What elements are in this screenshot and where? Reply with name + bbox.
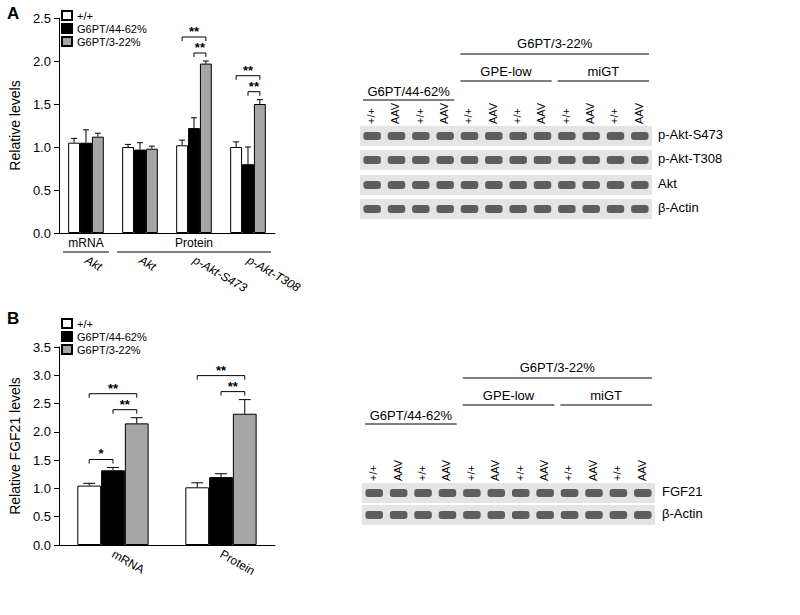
svg-text:GPE-low: GPE-low: [483, 388, 535, 403]
svg-text:AAV: AAV: [487, 102, 499, 124]
svg-text:B: B: [7, 309, 19, 328]
svg-text:+/+: +/+: [608, 108, 620, 124]
svg-text:Protein: Protein: [175, 236, 213, 250]
svg-text:3.0: 3.0: [33, 368, 51, 383]
svg-text:0.5: 0.5: [33, 183, 51, 198]
svg-text:+/+: +/+: [560, 108, 572, 124]
svg-text:G6PT/3-22%: G6PT/3-22%: [517, 36, 593, 51]
svg-text:A: A: [7, 4, 19, 23]
svg-text:FGF21: FGF21: [662, 484, 702, 499]
svg-text:+/+: +/+: [511, 108, 523, 124]
svg-text:Akt: Akt: [658, 176, 677, 191]
svg-text:AAV: AAV: [538, 459, 550, 481]
svg-text:AAV: AAV: [535, 102, 547, 124]
svg-text:+/+: +/+: [562, 465, 574, 481]
svg-text:G6PT/3-22%: G6PT/3-22%: [77, 36, 141, 48]
svg-text:**: **: [189, 24, 200, 39]
svg-text:G6PT/3-22%: G6PT/3-22%: [77, 344, 141, 356]
svg-text:G6PT/44-62%: G6PT/44-62%: [367, 84, 450, 99]
svg-text:β-Actin: β-Actin: [662, 506, 703, 521]
svg-text:+/+: +/+: [367, 465, 379, 481]
svg-text:AAV: AAV: [587, 459, 599, 481]
svg-text:Akt: Akt: [136, 252, 159, 274]
svg-text:Protein: Protein: [217, 547, 257, 578]
svg-text:**: **: [216, 363, 227, 378]
svg-text:AAV: AAV: [636, 459, 648, 481]
svg-text:2.5: 2.5: [33, 11, 51, 26]
svg-text:Relative levels: Relative levels: [7, 80, 23, 170]
svg-text:Relative FGF21 levels: Relative FGF21 levels: [7, 377, 23, 515]
svg-text:**: **: [108, 381, 119, 396]
svg-text:**: **: [249, 79, 260, 94]
svg-text:AAV: AAV: [489, 459, 501, 481]
svg-text:Akt: Akt: [82, 252, 105, 274]
svg-text:β-Actin: β-Actin: [658, 200, 699, 215]
svg-text:GPE-low: GPE-low: [480, 64, 532, 79]
svg-text:**: **: [243, 63, 254, 78]
svg-text:0.0: 0.0: [33, 538, 51, 553]
svg-text:AAV: AAV: [392, 459, 404, 481]
svg-text:AAV: AAV: [633, 102, 645, 124]
svg-text:+/+: +/+: [77, 10, 93, 22]
svg-text:+/+: +/+: [77, 318, 93, 330]
svg-text:+/+: +/+: [365, 108, 377, 124]
svg-text:2.5: 2.5: [33, 396, 51, 411]
svg-text:+/+: +/+: [465, 465, 477, 481]
svg-text:+/+: +/+: [514, 465, 526, 481]
svg-text:1.0: 1.0: [33, 481, 51, 496]
svg-text:0.0: 0.0: [33, 226, 51, 241]
svg-text:1.5: 1.5: [33, 453, 51, 468]
svg-text:mRNA: mRNA: [68, 236, 103, 250]
svg-text:G6PT/3-22%: G6PT/3-22%: [520, 360, 596, 375]
svg-text:1.0: 1.0: [33, 140, 51, 155]
svg-text:+/+: +/+: [611, 465, 623, 481]
svg-text:+/+: +/+: [414, 108, 426, 124]
svg-text:p-Akt-S473: p-Akt-S473: [190, 252, 250, 295]
svg-text:G6PT/44-62%: G6PT/44-62%: [370, 408, 453, 423]
svg-text:1.5: 1.5: [33, 97, 51, 112]
svg-text:**: **: [228, 379, 239, 394]
svg-text:mRNA: mRNA: [109, 547, 147, 577]
svg-text:AAV: AAV: [440, 459, 452, 481]
svg-text:**: **: [120, 397, 131, 412]
svg-text:p-Akt-S473: p-Akt-S473: [658, 127, 723, 142]
svg-text:AAV: AAV: [584, 102, 596, 124]
svg-text:AAV: AAV: [389, 102, 401, 124]
svg-text:G6PT/44-62%: G6PT/44-62%: [77, 331, 147, 343]
svg-text:2.0: 2.0: [33, 424, 51, 439]
svg-text:G6PT/44-62%: G6PT/44-62%: [77, 23, 147, 35]
svg-text:miGT: miGT: [590, 388, 622, 403]
svg-text:miGT: miGT: [587, 64, 619, 79]
svg-text:+/+: +/+: [462, 108, 474, 124]
svg-text:*: *: [99, 446, 105, 461]
svg-text:3.5: 3.5: [33, 340, 51, 355]
svg-text:**: **: [195, 40, 206, 55]
svg-text:p-Akt-T308: p-Akt-T308: [244, 252, 303, 294]
svg-text:2.0: 2.0: [33, 54, 51, 69]
svg-text:p-Akt-T308: p-Akt-T308: [658, 151, 722, 166]
svg-text:0.5: 0.5: [33, 509, 51, 524]
svg-text:AAV: AAV: [438, 102, 450, 124]
svg-text:+/+: +/+: [416, 465, 428, 481]
